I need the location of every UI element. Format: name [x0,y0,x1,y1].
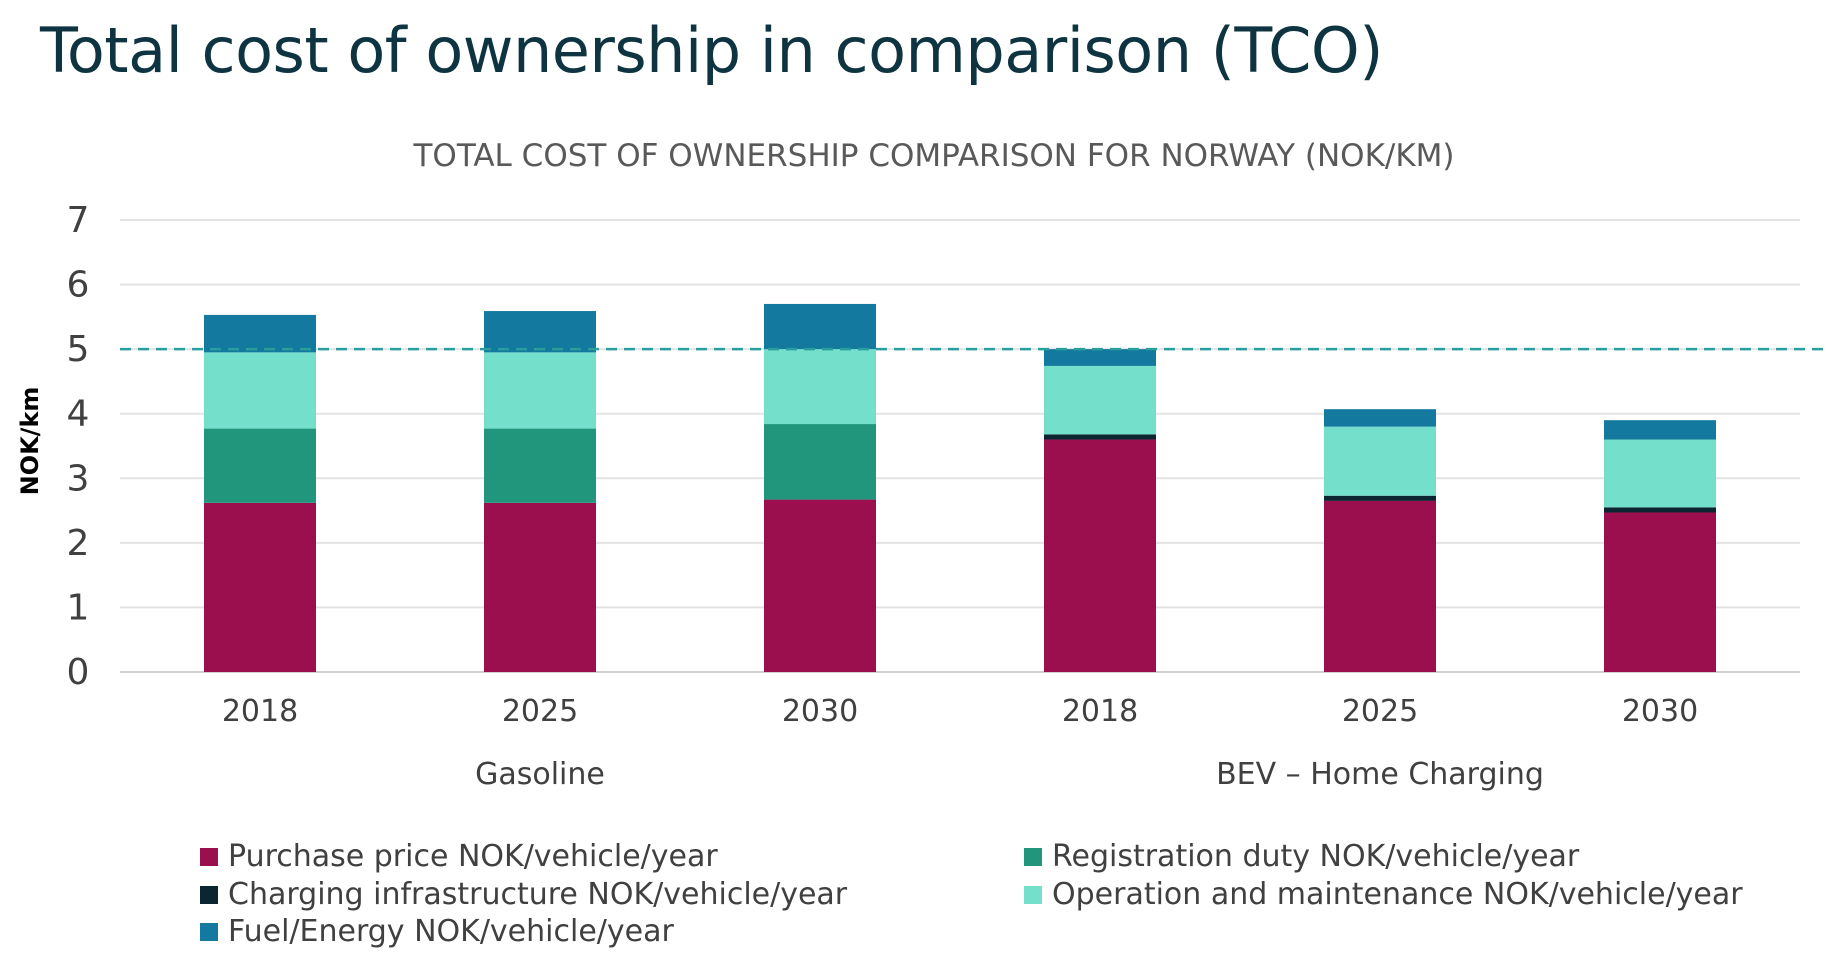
legend: Purchase price NOK/vehicle/year Registrat… [200,839,1743,949]
y-tick-label-0: 0 [67,652,90,693]
bar-segment-4-4 [1324,409,1436,427]
bar-segment-1-0 [484,502,596,672]
gridlines [120,219,1800,673]
bar-segment-1-3 [484,352,596,429]
bar-segment-3-2 [1044,434,1156,440]
legend-label-4: Fuel/Energy NOK/vehicle/year [228,914,674,949]
y-tick-label-2: 2 [67,523,90,564]
bar-segment-4-3 [1324,426,1436,496]
legend-swatch-1 [1024,848,1042,866]
chart-title: TOTAL COST OF OWNERSHIP COMPARISON FOR N… [412,138,1454,174]
bar-segment-0-4 [204,314,316,353]
bar-segment-3-0 [1044,439,1156,672]
bar-segment-3-3 [1044,365,1156,435]
bar-segment-0-1 [204,428,316,503]
bar-segment-1-4 [484,311,596,353]
legend-swatch-4 [200,923,218,941]
x-tick-label-4: 2025 [1342,694,1418,729]
bar-segment-0-3 [204,352,316,429]
legend-swatch-3 [1024,886,1042,904]
y-axis-label: NOK/km [16,387,44,496]
x-tick-label-5: 2030 [1622,694,1698,729]
bar-segment-4-2 [1324,495,1436,501]
y-tick-label-7: 7 [67,200,90,241]
bar-segment-5-4 [1604,420,1716,440]
y-tick-label-4: 4 [67,394,90,435]
legend-label-2: Charging infrastructure NOK/vehicle/year [228,877,848,912]
legend-swatch-0 [200,848,218,866]
y-tick-label-1: 1 [67,587,90,628]
legend-label-1: Registration duty NOK/vehicle/year [1052,839,1580,874]
group-label-0: Gasoline [475,757,605,792]
legend-label-3: Operation and maintenance NOK/vehicle/ye… [1052,877,1743,912]
bar-segment-4-0 [1324,500,1436,672]
group-label-1: BEV – Home Charging [1216,757,1544,792]
page-title: Total cost of ownership in comparison (T… [40,14,1383,87]
y-tick-label-3: 3 [67,458,90,499]
group-labels: Gasoline BEV – Home Charging [475,757,1544,792]
legend-label-0: Purchase price NOK/vehicle/year [228,839,718,874]
y-tick-label-6: 6 [67,265,90,306]
x-tick-label-2: 2030 [782,694,858,729]
bar-segment-2-3 [764,349,876,425]
y-tick-labels: 0 1 2 3 4 5 6 7 [67,200,90,693]
bars [204,303,1716,672]
bar-segment-2-0 [764,499,876,672]
x-tick-label-1: 2025 [502,694,578,729]
bar-segment-5-2 [1604,507,1716,513]
bar-segment-0-0 [204,502,316,672]
bar-segment-5-0 [1604,512,1716,672]
bar-segment-3-4 [1044,349,1156,366]
x-tick-label-0: 2018 [222,694,298,729]
legend-swatch-2 [200,886,218,904]
x-tick-labels: 2018 2025 2030 2018 2025 2030 [222,694,1698,729]
y-tick-label-5: 5 [67,329,90,370]
bar-segment-1-1 [484,428,596,503]
bar-segment-5-3 [1604,439,1716,508]
x-tick-label-3: 2018 [1062,694,1138,729]
bar-segment-2-4 [764,303,876,350]
bar-segment-2-1 [764,424,876,500]
